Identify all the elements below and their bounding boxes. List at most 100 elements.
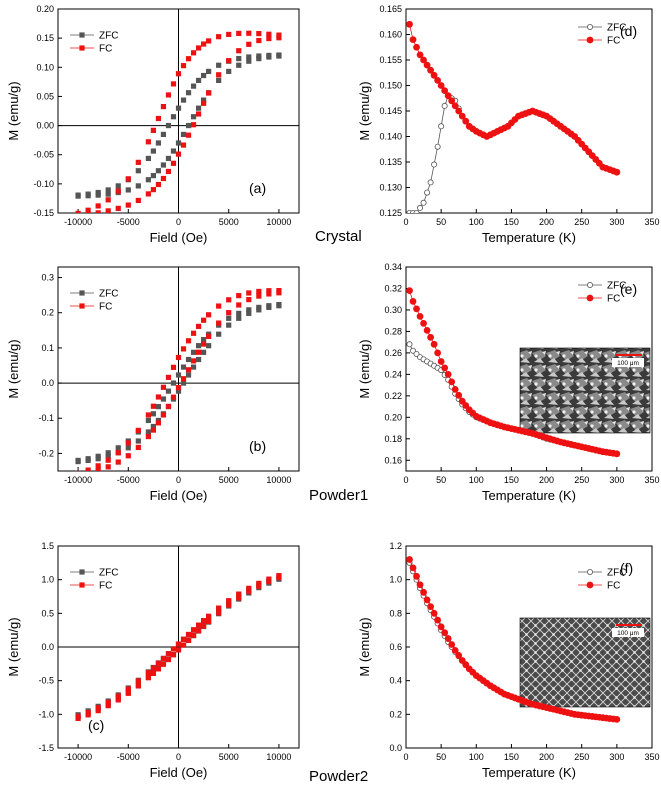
data-point-fc — [423, 326, 431, 334]
data-point-fc — [165, 656, 172, 663]
data-point-fc — [165, 403, 172, 409]
data-point-zfc — [201, 337, 207, 343]
x-axis-title: Temperature (K) — [482, 230, 576, 245]
data-point-fc — [256, 580, 262, 586]
data-point-fc — [430, 609, 438, 617]
data-point-fc — [444, 92, 452, 100]
data-point-fc — [85, 211, 91, 213]
data-point-zfc — [145, 177, 151, 183]
data-point-zfc — [175, 372, 182, 378]
data-point-zfc — [236, 315, 242, 321]
data-point-zfc — [246, 310, 252, 316]
data-point-zfc — [266, 52, 272, 59]
data-point-fc — [201, 341, 207, 347]
data-point-zfc — [160, 396, 167, 402]
data-point-fc — [586, 581, 594, 589]
data-point-fc — [105, 457, 111, 463]
y-tick-label: -0.10 — [33, 179, 54, 189]
data-point-zfc — [587, 569, 594, 576]
data-point-fc — [586, 294, 594, 302]
x-tick-label: -10000 — [64, 217, 92, 227]
data-point-fc — [420, 588, 427, 596]
data-point-fc — [451, 102, 459, 110]
data-point-fc — [155, 115, 162, 122]
y-tick-label: 0.155 — [379, 55, 402, 65]
data-point-fc — [430, 71, 438, 79]
data-point-fc — [206, 90, 212, 96]
data-point-zfc — [105, 453, 111, 459]
data-point-fc — [135, 678, 141, 684]
x-axis-title: Temperature (K) — [482, 488, 576, 503]
x-tick-label: 0 — [403, 217, 408, 227]
y-tick-label: 0.26 — [384, 348, 402, 358]
data-point-fc — [79, 303, 85, 309]
data-point-zfc — [226, 315, 232, 321]
data-point-fc — [256, 293, 262, 299]
data-point-fc — [105, 464, 111, 470]
data-point-fc — [95, 210, 101, 213]
chart-panel-f: 0 50 100 150 200 250 300 350 0.0 0.2 0.4 0.6 0.8 1.0 1… — [357, 541, 660, 780]
data-point-zfc — [190, 349, 197, 355]
data-point-fc — [145, 191, 151, 197]
data-point-fc — [180, 142, 187, 148]
data-point-fc — [416, 51, 424, 59]
chart-panel-c: -10000 -5000 0 5000 10000 -1.5 -1.0 -0.5 0.0 0.5 1… — [6, 541, 300, 780]
data-point-zfc — [105, 191, 111, 197]
data-point-zfc — [190, 83, 197, 89]
data-point-fc — [420, 319, 427, 327]
data-point-fc — [236, 302, 242, 308]
y-tick-label: 0.4 — [389, 676, 402, 686]
data-point-zfc — [150, 423, 156, 430]
y-tick-label: 0.2 — [389, 709, 402, 719]
data-point-zfc — [165, 155, 172, 162]
data-point-fc — [135, 444, 141, 451]
data-point-fc — [246, 41, 252, 47]
legend-entry-fc: FC — [607, 581, 620, 592]
y-axis-title: M (emu/g) — [357, 81, 372, 140]
y-tick-label: 1.0 — [41, 575, 54, 585]
series-group — [406, 556, 621, 723]
panel-label: (c) — [88, 717, 104, 733]
data-point-fc — [145, 412, 151, 418]
chart-panel-e: 0 50 100 150 200 250 300 350 0.16 0.18 0.20 0.22 0.2… — [357, 262, 660, 503]
legend-entry-fc: FC — [607, 36, 620, 47]
data-point-fc — [216, 610, 222, 616]
x-tick-label: -10000 — [64, 475, 92, 485]
data-point-fc — [256, 288, 262, 295]
data-point-zfc — [216, 62, 222, 68]
data-point-fc — [216, 72, 222, 78]
x-tick-label: -5000 — [117, 475, 140, 485]
data-point-zfc — [190, 364, 197, 370]
data-point-fc — [246, 297, 252, 303]
x-tick-label: 300 — [609, 752, 624, 762]
data-point-fc — [256, 37, 262, 44]
data-point-fc — [266, 576, 272, 582]
y-tick-label: 0.28 — [384, 326, 402, 336]
data-point-fc — [85, 709, 91, 716]
data-point-fc — [441, 364, 449, 372]
data-point-fc — [216, 320, 222, 326]
data-point-zfc — [216, 77, 222, 84]
y-tick-label: 1.0 — [389, 575, 402, 585]
data-point-zfc — [150, 173, 156, 179]
data-point-fc — [170, 646, 177, 652]
y-tick-label: -0.05 — [33, 150, 54, 160]
data-point-zfc — [150, 148, 156, 154]
data-point-fc — [170, 394, 177, 400]
y-tick-label: 0.30 — [384, 305, 402, 315]
data-point-fc — [206, 618, 212, 625]
data-point-fc — [115, 450, 121, 456]
data-point-fc — [276, 572, 282, 579]
data-point-fc — [437, 623, 445, 631]
data-point-fc — [266, 288, 272, 294]
data-point-fc — [455, 652, 463, 659]
data-point-fc — [406, 20, 413, 28]
data-point-fc — [266, 291, 272, 297]
scale-bar — [616, 354, 642, 356]
data-point-zfc — [256, 304, 262, 310]
sample-label-crystal: Crystal — [315, 228, 362, 245]
y-tick-label: 0.0 — [41, 378, 54, 388]
series-fc — [406, 556, 621, 723]
data-point-zfc — [85, 191, 91, 197]
y-tick-label: 0.15 — [36, 33, 54, 43]
